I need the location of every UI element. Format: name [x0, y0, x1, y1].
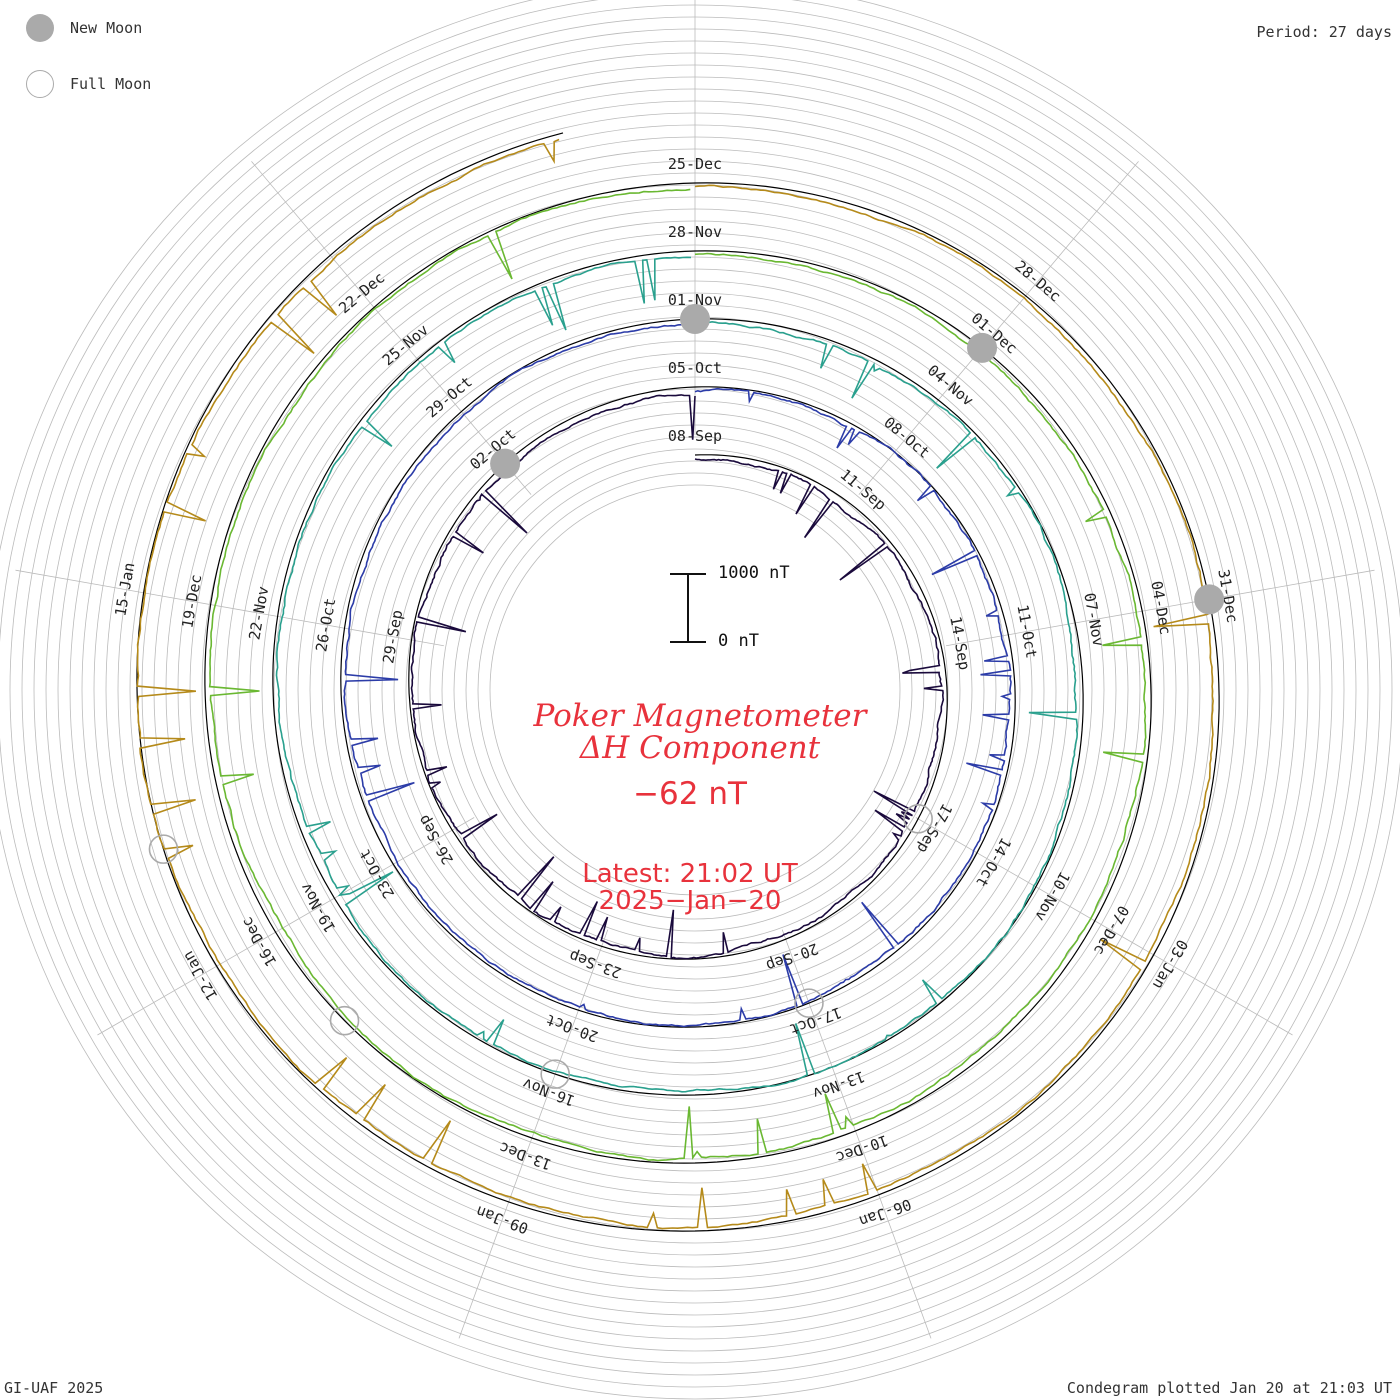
current-value: −62 nT	[633, 776, 747, 812]
chart-subtitle: ΔH Component	[579, 730, 821, 766]
latest-time: Latest: 21:02 UT	[582, 859, 798, 889]
date-label: 29-Sep	[379, 608, 406, 664]
new-moon-marker	[680, 304, 710, 334]
trace-08-Sep	[410, 394, 945, 960]
period-label: Period: 27 days	[1256, 23, 1392, 41]
radial-line	[458, 929, 609, 1339]
baselines	[136, 132, 1220, 1232]
trace-05-Oct	[343, 322, 1012, 1028]
radial-line	[946, 569, 1375, 647]
date-label: 28-Dec	[1011, 257, 1064, 306]
date-label: 15-Jan	[111, 561, 138, 617]
date-label: 11-Sep	[837, 465, 890, 514]
date-label: 03-Jan	[1149, 936, 1192, 992]
radial-line	[15, 569, 444, 647]
scale-top-label: 1000 nT	[718, 563, 790, 583]
grid-ring	[441, 436, 949, 944]
radial-line	[781, 929, 932, 1339]
date-label: 13-Dec	[497, 1138, 554, 1173]
full-moon-marker	[329, 1005, 360, 1036]
date-label: 08-Sep	[668, 427, 722, 445]
date-label: 19-Nov	[297, 880, 340, 936]
radial-line	[858, 161, 1139, 495]
date-label: 28-Nov	[668, 223, 722, 241]
radial-line	[251, 161, 532, 495]
legend-new-moon-label: New Moon	[70, 19, 143, 37]
date-label: 07-Dec	[1090, 902, 1133, 958]
date-label: 05-Oct	[668, 359, 722, 377]
new-moon-marker	[1194, 584, 1225, 615]
legend-new-moon: New Moon	[26, 12, 151, 44]
legend-full-moon-label: Full Moon	[70, 75, 152, 93]
date-label: 25-Nov	[379, 321, 432, 370]
grid-ring	[489, 484, 901, 896]
footer-credit: GI-UAF 2025	[4, 1379, 104, 1397]
moon-legend: New Moon Full Moon	[26, 12, 151, 100]
full-moon-marker	[903, 804, 933, 834]
data-traces	[136, 138, 1214, 1230]
trace-01-Nov	[275, 256, 1079, 1093]
radial-line	[915, 817, 1293, 1036]
date-label: 14-Sep	[946, 615, 973, 671]
date-label: 17-Sep	[913, 800, 956, 856]
full-moon-marker	[148, 834, 179, 864]
trace-28-Nov	[208, 188, 1147, 1162]
new-moon-marker	[967, 332, 998, 363]
date-label: 29-Oct	[423, 373, 476, 422]
date-label: 09-Jan	[474, 1202, 531, 1237]
date-label: 07-Nov	[1080, 591, 1107, 647]
date-label: 01-Nov	[668, 291, 722, 309]
date-label: 22-Dec	[335, 269, 388, 318]
scale-bar	[670, 573, 706, 643]
date-label: 22-Nov	[245, 585, 272, 641]
radial-grid-lines	[15, 0, 1375, 1339]
date-label: 25-Dec	[668, 155, 722, 173]
new-moon-icon	[26, 14, 54, 42]
date-label: 10-Nov	[1031, 868, 1074, 924]
full-moon-marker	[794, 988, 824, 1018]
chart-title: Poker Magnetometer	[533, 698, 867, 734]
grid-ring	[477, 472, 913, 908]
trace-25-Dec	[136, 138, 1214, 1230]
full-moon-icon	[26, 70, 54, 98]
footer-plotted: Condegram plotted Jan 20 at 21:03 UT	[1066, 1379, 1392, 1397]
date-label: 26-Oct	[312, 597, 339, 653]
latest-date: 2025−Jan−20	[598, 886, 782, 916]
date-label: 08-Oct	[880, 413, 933, 462]
radial-line	[97, 817, 475, 1036]
full-moon-marker	[540, 1059, 570, 1089]
moon-markers	[148, 304, 1225, 1089]
scale-bottom-label: 0 nT	[718, 631, 759, 651]
grid-ring	[465, 460, 925, 920]
new-moon-marker	[490, 448, 521, 479]
date-label: 19-Dec	[178, 573, 205, 629]
baseline-spiral	[136, 132, 1220, 1232]
date-label: 23-Sep	[567, 946, 624, 981]
legend-full-moon: Full Moon	[26, 68, 151, 100]
date-label: 20-Oct	[543, 1010, 600, 1045]
date-label: 04-Dec	[1147, 580, 1174, 636]
